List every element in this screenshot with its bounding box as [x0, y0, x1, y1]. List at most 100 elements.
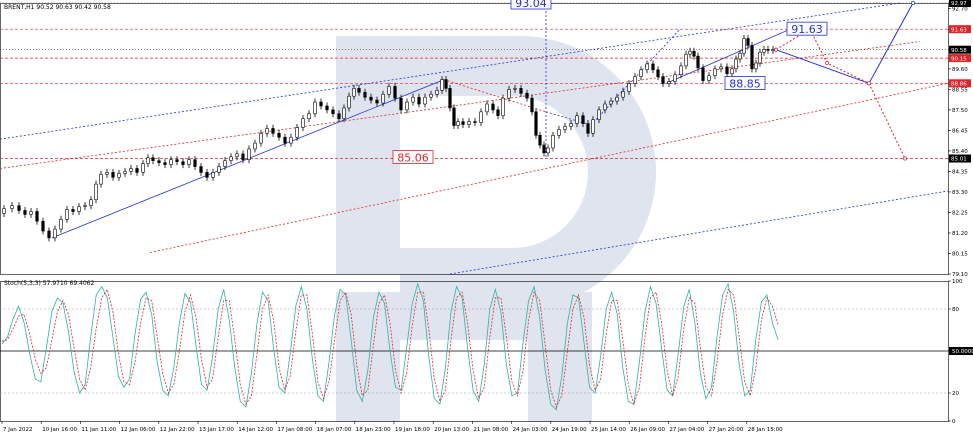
price-tag: [949, 154, 971, 163]
time-axis-label: 24 Jan 19:00: [552, 427, 587, 433]
blue-forecast-point: [911, 1, 915, 5]
blue-wave-line: [595, 28, 681, 120]
candle-body: [181, 161, 185, 165]
candle-body: [440, 79, 444, 91]
stochastic-main-line: [1, 282, 779, 411]
candle-body: [586, 123, 590, 134]
candle-body: [347, 95, 351, 109]
candle-body: [479, 111, 483, 123]
candle-body: [423, 96, 427, 105]
price-axis-label: 84.35: [952, 169, 968, 175]
candle-body: [435, 90, 439, 95]
candle-body: [47, 230, 51, 239]
time-axis-label: 12 Jan 22:00: [160, 427, 195, 433]
time-axis-label: 10 Jan 16:00: [42, 427, 77, 433]
candle-body: [530, 97, 534, 113]
price-axis-label: 92.70: [952, 6, 968, 12]
candle-body: [387, 86, 391, 95]
candle-body: [684, 53, 688, 67]
upper-red-channel-line: [0, 41, 921, 169]
price-axis-label: 80.15: [952, 251, 968, 257]
candle-body: [557, 129, 561, 136]
price-tag-label: 90.58: [951, 48, 967, 54]
candle-body: [467, 121, 471, 125]
candle-body: [542, 144, 546, 154]
red-forecast-point: [774, 47, 778, 52]
candle-body: [456, 121, 460, 126]
candle-body: [679, 65, 683, 76]
candle-body: [667, 81, 671, 84]
candle-body: [429, 93, 433, 98]
annotation-box: [724, 76, 766, 90]
candle-body: [581, 115, 585, 124]
stochastic-axis-label: 80: [952, 307, 959, 313]
candle-body: [609, 100, 613, 105]
candle-body: [575, 115, 579, 124]
candle-body: [229, 156, 233, 161]
annotation-label: 93.04: [515, 0, 547, 10]
candle-body: [2, 208, 6, 214]
candle-body: [461, 121, 465, 125]
annotation-label: 88.85: [729, 77, 761, 90]
candle-body: [546, 147, 550, 154]
candle-body: [146, 157, 150, 164]
candle-body: [301, 118, 305, 128]
price-tag: [949, 25, 971, 34]
stochastic-axis-label: 20: [952, 391, 959, 397]
candle-body: [211, 172, 215, 178]
price-axis-label: 89.60: [952, 67, 968, 73]
candle-body: [707, 75, 711, 81]
candle-body: [123, 171, 127, 174]
candle-body: [253, 142, 257, 150]
price-axis-label: 83.30: [952, 190, 968, 196]
stochastic-title: Stoch(5,3,3) 57.9710 69.4062: [4, 280, 95, 287]
price-tag: [949, 79, 971, 88]
candle-body: [393, 86, 397, 99]
time-axis-label: 28 Jan 15:00: [748, 427, 783, 433]
candle-body: [651, 63, 655, 71]
candle-body: [342, 107, 346, 119]
candle-body: [41, 220, 45, 232]
candle-body: [534, 111, 538, 136]
candle-body: [313, 101, 317, 115]
candle-body: [59, 218, 63, 230]
candle-body: [452, 107, 456, 126]
candle-body: [29, 211, 33, 215]
candle-body: [375, 99, 379, 104]
stochastic-axis-label: 0: [952, 419, 956, 425]
time-axis-label: 25 Jan 14:00: [591, 427, 626, 433]
candle-body: [519, 88, 523, 94]
time-axis-label: 26 Jan 09:00: [630, 427, 665, 433]
time-axis-label: 27 Jan 04:00: [669, 427, 704, 433]
candle-body: [277, 133, 281, 138]
candle-body: [692, 50, 696, 57]
candle-body: [513, 88, 517, 90]
candle-body: [352, 88, 356, 97]
price-axis-label: 79.10: [952, 272, 968, 278]
candle-body: [17, 205, 21, 211]
time-axis-label: 11 Jan 11:00: [81, 427, 116, 433]
candle-body: [235, 153, 239, 158]
candle-body: [750, 45, 754, 70]
candle-body: [295, 127, 299, 138]
stochastic-axis-label: 100: [952, 279, 963, 285]
candle-body: [193, 159, 197, 167]
candle-body: [369, 96, 373, 101]
annotation-box: [392, 150, 434, 164]
candle-body: [117, 173, 121, 178]
candle-body: [713, 68, 717, 76]
price-tag: [949, 54, 971, 63]
candle-body: [569, 123, 573, 127]
blue-link-line: [545, 111, 587, 124]
candle-body: [217, 166, 221, 173]
candle-body: [199, 166, 203, 173]
candle-body: [639, 69, 643, 77]
candle-body: [337, 113, 341, 119]
candle-body: [754, 62, 758, 70]
candle-body: [734, 58, 738, 70]
candle-body: [603, 103, 607, 111]
time-axis-label: 24 Jan 03:00: [513, 427, 548, 433]
time-axis-label: 21 Jan 08:00: [473, 427, 508, 433]
candle-body: [129, 168, 133, 172]
